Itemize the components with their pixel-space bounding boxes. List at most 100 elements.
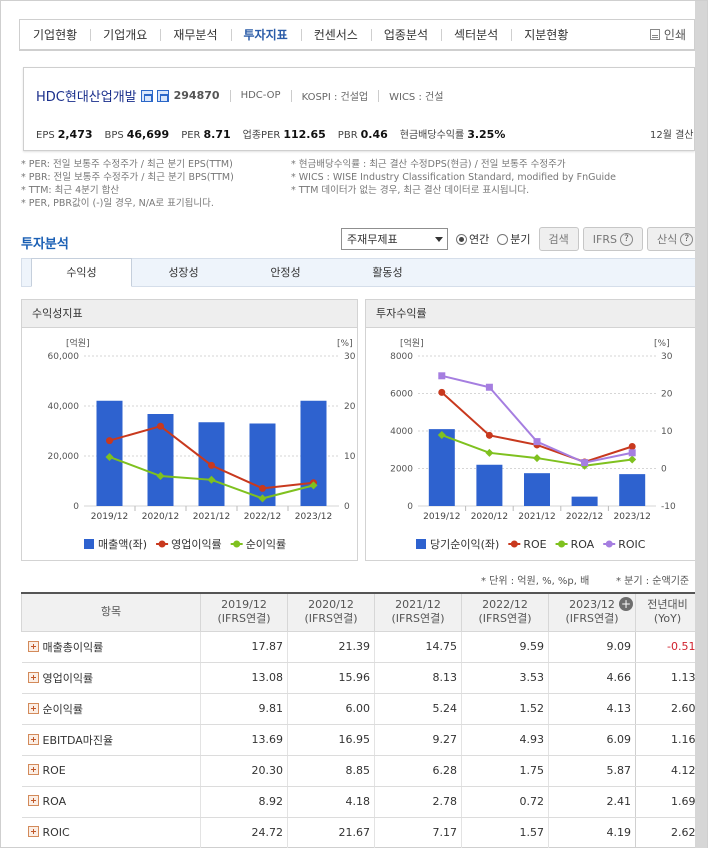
tab-shareholding[interactable]: 지분현황: [511, 27, 581, 43]
x-tick-label: 2023/12: [295, 512, 332, 522]
table-row: ROIC 24.72 21.67 7.17 1.57 4.19 2.62: [21, 817, 700, 848]
cell-value: 4.66: [548, 662, 636, 694]
left-axis-unit: [억원]: [400, 337, 424, 349]
cell-value: 9.59: [461, 631, 549, 663]
expand-icon[interactable]: [27, 702, 39, 714]
legend-label: ROA: [571, 538, 595, 551]
period-note: * 분기 : 순액기준: [616, 576, 690, 587]
cell-value: 15.96: [287, 662, 375, 694]
table-row: ROE 20.30 8.85 6.28 1.75 5.87 4.12: [21, 755, 700, 787]
cell-value: 13.08: [200, 662, 288, 694]
cell-yoy: 1.69: [635, 786, 700, 818]
dividend-yield-label: 현금배당수익률: [399, 130, 465, 141]
expand-icon[interactable]: [27, 640, 39, 652]
expand-icon[interactable]: [27, 764, 39, 775]
expand-icon[interactable]: [27, 795, 39, 806]
series-marker: [207, 475, 216, 484]
right-tick-label: -10: [661, 502, 676, 512]
tab-consensus[interactable]: 컨센서스: [300, 27, 371, 43]
legend-marker: [158, 540, 166, 548]
eps-value: 2,473: [57, 128, 93, 141]
pbr-value: 0.46: [360, 128, 388, 141]
note-line: * WICS : WISE Industry Classification St…: [291, 172, 617, 183]
cell-value: 1.52: [461, 693, 549, 725]
row-label[interactable]: 영업이익률: [21, 662, 201, 694]
header-item: 항목: [21, 592, 201, 632]
radio-annual[interactable]: 연간: [456, 231, 489, 247]
cell-value: 8.13: [374, 662, 462, 694]
left-tick-label: 6000: [390, 390, 413, 400]
x-tick-label: 2022/12: [566, 512, 603, 522]
help-icon: ?: [680, 232, 694, 246]
subtab-growth[interactable]: 성장성: [168, 266, 199, 279]
scrollbar[interactable]: [695, 1, 707, 848]
row-label[interactable]: ROE: [21, 755, 201, 787]
cell-value: 2.78: [374, 786, 462, 818]
cell-value: 7.17: [374, 817, 462, 848]
table-row: 영업이익률 13.08 15.96 8.13 3.53 4.66 1.13: [21, 662, 700, 694]
cell-value: 1.57: [461, 817, 549, 848]
main-tab-bar: 기업현황 기업개요 재무분석 투자지표 컨센서스 업종분석 섹터분석 지분현황 …: [19, 19, 695, 51]
radio-quarterly-label: 분기: [510, 233, 531, 246]
series-marker: [437, 431, 446, 440]
series-marker: [485, 383, 493, 391]
print-button[interactable]: 인쇄: [649, 26, 694, 43]
radio-annual-dot[interactable]: [456, 233, 467, 245]
subtab-activity[interactable]: 활동성: [372, 266, 403, 279]
x-tick-label: 2020/12: [471, 512, 508, 522]
row-label[interactable]: ROIC: [21, 817, 201, 848]
expand-columns-icon[interactable]: +: [619, 597, 633, 611]
cell-value: 6.00: [287, 693, 375, 725]
tab-investment-indicators[interactable]: 투자지표: [230, 27, 301, 43]
expand-icon[interactable]: [27, 671, 39, 683]
left-tick-label: 2000: [390, 465, 413, 475]
cell-yoy: 4.12: [635, 755, 700, 787]
bar: [300, 400, 327, 506]
cell-value: 6.09: [548, 724, 636, 756]
expand-icon[interactable]: [27, 733, 39, 745]
tab-industry-analysis[interactable]: 업종분석: [370, 27, 441, 43]
row-label[interactable]: 순이익률: [21, 693, 201, 725]
legend-marker: [233, 540, 241, 548]
radio-annual-label: 연간: [469, 233, 490, 246]
chart-panel-profitability: 수익성지표 [억원] [%] 0 20,000 40,000 60,000 0 10 20 30 2…: [21, 299, 358, 561]
x-tick-label: 2021/12: [193, 512, 230, 522]
chart-panel-returns: 투자수익률 [억원] [%] 0 2000 4000 6000 8000 -10 0 10 20 30…: [365, 299, 699, 561]
home-icon[interactable]: [140, 89, 153, 102]
subtab-profitability[interactable]: 수익성: [31, 258, 132, 287]
cell-value: 0.72: [461, 786, 549, 818]
cell-value: 4.18: [287, 786, 375, 818]
right-tick-label: 0: [344, 502, 350, 512]
cell-value: 2.41: [548, 786, 636, 818]
cell-value: 21.67: [287, 817, 375, 848]
tab-sector-analysis[interactable]: 섹터분석: [441, 27, 511, 43]
cell-value: 9.09: [548, 631, 636, 663]
bar: [619, 474, 646, 506]
cell-yoy: -0.51: [635, 631, 700, 663]
company-site-icon[interactable]: [156, 89, 169, 102]
radio-quarterly[interactable]: 분기: [497, 231, 531, 247]
table-row: ROA 8.92 4.18 2.78 0.72 2.41 1.69: [21, 786, 700, 818]
bar: [476, 464, 503, 506]
search-button[interactable]: 검색: [538, 227, 579, 251]
tab-financial-analysis[interactable]: 재무분석: [160, 27, 230, 43]
series-line: [441, 391, 633, 463]
row-label[interactable]: EBITDA마진율: [21, 724, 201, 756]
legend-label: 매출액(좌): [98, 538, 147, 551]
legend-label: ROE: [523, 538, 546, 551]
tab-company-overview[interactable]: 기업개요: [90, 27, 160, 43]
legend-swatch: [416, 539, 426, 549]
cell-value: 17.87: [200, 631, 288, 663]
row-label[interactable]: 매출총이익률: [21, 631, 201, 663]
subtab-stability[interactable]: 안정성: [270, 266, 301, 279]
statement-type-select[interactable]: 주재무제표: [341, 228, 448, 250]
formula-help-button[interactable]: 산식 ?: [646, 227, 704, 251]
legend-label: 영업이익률: [171, 538, 222, 551]
tab-company-status[interactable]: 기업현황: [33, 27, 78, 42]
row-label[interactable]: ROA: [21, 786, 201, 818]
ifrs-help-button[interactable]: IFRS ?: [582, 227, 643, 251]
radio-quarterly-dot[interactable]: [497, 233, 509, 245]
series-marker: [157, 422, 164, 430]
cell-value: 14.75: [374, 631, 462, 663]
expand-icon[interactable]: [27, 826, 39, 837]
